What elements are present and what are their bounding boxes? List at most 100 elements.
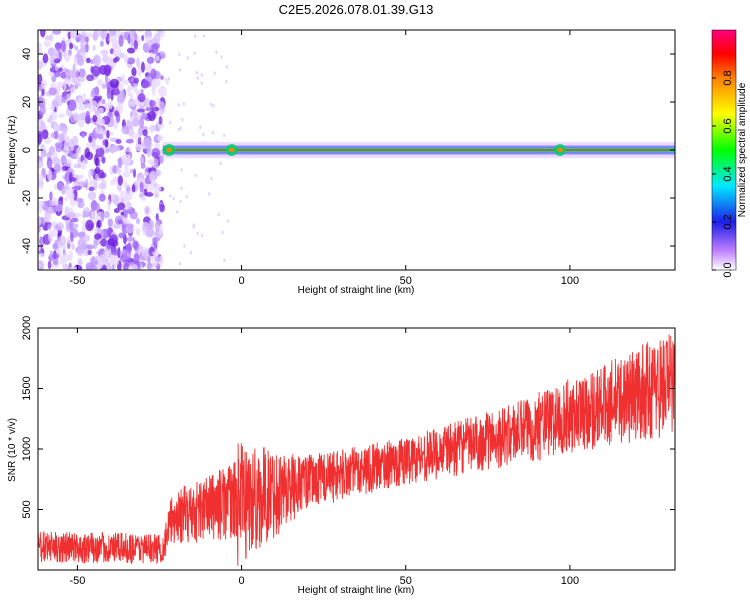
spectrogram-noise-blob	[98, 183, 107, 190]
spectrogram-noise-blob	[123, 79, 130, 86]
spectrogram-noise-blob	[141, 34, 145, 42]
spectrogram-noise-blob	[54, 42, 62, 49]
spectrogram-noise-blob	[150, 43, 159, 55]
spectrogram-noise-blob	[61, 165, 69, 172]
spectrogram-sparse-blob	[211, 130, 215, 135]
spectrogram-noise-blob	[89, 59, 94, 65]
spectrogram-noise-blob	[155, 255, 161, 263]
spectrogram-sparse-blob	[186, 55, 189, 60]
spectrogram-noise-blob	[52, 30, 62, 35]
spectrogram-noise-blob	[58, 113, 66, 118]
spectrogram-sparse-blob	[182, 102, 186, 106]
spectrogram-noise-blob	[140, 196, 147, 201]
spectrogram-noise-blob	[142, 221, 149, 227]
spectrogram-sparse-blob	[183, 244, 186, 248]
spectrogram-noise-blob	[131, 264, 138, 270]
spectrogram-sparse-blob	[217, 212, 220, 217]
spectrogram-noise-blob	[150, 266, 155, 270]
spectrogram-noise-blob	[38, 225, 41, 233]
snr-xtick-label: 50	[400, 575, 412, 587]
spectrogram-noise-blob	[132, 168, 137, 178]
spectrogram-noise-blob	[72, 135, 79, 147]
spectrogram-noise-blob	[81, 132, 85, 139]
spectrogram-noise-blob	[96, 144, 101, 149]
spectrogram-sparse-blob	[200, 73, 204, 77]
spectrogram-sparse-blob	[181, 117, 184, 122]
spectrogram-xlabel: Height of straight line (km)	[298, 285, 415, 296]
spectrogram-noise-blob	[158, 116, 163, 125]
spectrogram-noise-blob	[109, 78, 119, 88]
spectrogram-noise-blob	[147, 158, 154, 164]
spectrogram-noise-blob	[92, 54, 102, 67]
spectrogram-noise-blob	[107, 86, 111, 95]
spectrogram-sparse-blob	[168, 120, 172, 125]
spectrogram-noise-blob	[107, 218, 113, 227]
spectrogram-ytick-label: 20	[21, 96, 33, 108]
spectrogram-noise-blob	[152, 237, 161, 242]
spectrogram-noise-blob	[123, 250, 132, 260]
spectrogram-sparse-blob	[195, 71, 198, 75]
spectrogram-noise-blob	[40, 79, 47, 90]
spectrogram-noise-blob	[75, 223, 79, 229]
spectrogram-noise-blob	[91, 140, 96, 148]
snr-ylabel: SNR (10 * v/v)	[7, 418, 18, 482]
spectrogram-sparse-blob	[209, 102, 213, 107]
spectrogram-noise-blob	[58, 133, 65, 143]
spectrogram-noise-blob	[38, 242, 41, 251]
spectrogram-noise-blob	[113, 208, 120, 214]
spectrogram-noise-blob	[77, 112, 87, 121]
spectrogram-noise-blob	[95, 126, 104, 135]
spectrogram-noise-blob	[67, 99, 77, 111]
spectrogram-noise-blob	[90, 92, 95, 98]
spectrogram-noise-blob	[88, 186, 95, 192]
spectrogram-noise-blob	[151, 147, 161, 159]
spectrogram-noise-blob	[137, 64, 142, 77]
spectrogram-sparse-blob	[200, 81, 203, 85]
spectrogram-noise-blob	[82, 93, 87, 103]
spectrogram-noise-blob	[122, 92, 126, 100]
spectrogram-noise-blob	[53, 183, 58, 191]
spectrogram-noise-blob	[75, 69, 79, 79]
spectrogram-noise-blob	[100, 40, 104, 47]
spectrogram-sparse-blob	[177, 103, 181, 107]
spectrogram-noise-blob	[90, 66, 94, 74]
spectrogram-noise-blob	[47, 260, 52, 270]
spectrogram-noise-blob	[143, 171, 149, 176]
snr-ticks: -50 0 50 100 500 1000 1500 2000	[21, 316, 675, 587]
spectrogram-sparse-blob	[178, 52, 181, 57]
spectrogram-sparse-blob	[177, 127, 181, 132]
spectrogram-noise-blob	[79, 41, 86, 48]
spectrogram-noise-blob	[38, 60, 43, 70]
spectrogram-sparse-blob	[225, 79, 228, 84]
spectrogram-noise-blob	[136, 108, 146, 113]
spectrogram-noise-blob	[97, 107, 104, 114]
spectrogram-ytick-label: 40	[21, 48, 33, 60]
spectrogram-noise-blob	[70, 144, 75, 152]
spectrogram-noise-blob	[129, 101, 136, 107]
colorbar-label: Normalized spectral amplitude	[737, 82, 748, 217]
spectrogram-noise-blob	[160, 75, 164, 80]
spectrogram-noise-blob	[124, 163, 129, 173]
spectrogram-noise-blob	[137, 245, 145, 253]
spectrogram-noise-blob	[72, 63, 76, 73]
spectrogram-noise-blob	[110, 148, 115, 154]
spectrogram-sparse-blob	[210, 176, 213, 181]
spectrogram-noise-blob	[143, 205, 152, 216]
spectrogram-noise-blob	[132, 240, 139, 250]
spectrogram-noise-blob	[133, 32, 138, 42]
spectrogram-noise-blob	[38, 215, 42, 227]
spectrogram-noise-blob	[135, 217, 141, 225]
spectrogram-noise-blob	[61, 96, 67, 104]
spectrogram-noise-blob	[110, 248, 120, 256]
spectrogram-noise-blob	[145, 106, 152, 112]
spectrogram-noise-blob	[71, 243, 75, 250]
spectrogram-noise-blob	[62, 253, 71, 263]
spectrogram-noise-blob	[87, 182, 95, 187]
spectrogram-noise-blob	[85, 262, 94, 270]
spectrogram-noise-blob	[106, 130, 110, 139]
spectrogram-noise-blob	[38, 200, 45, 208]
spectrogram-noise-blob	[78, 174, 84, 180]
spectrogram-sparse-blob	[207, 192, 211, 196]
spectrogram-noise-blob	[85, 178, 89, 191]
spectrogram-noise-blob	[52, 259, 59, 266]
